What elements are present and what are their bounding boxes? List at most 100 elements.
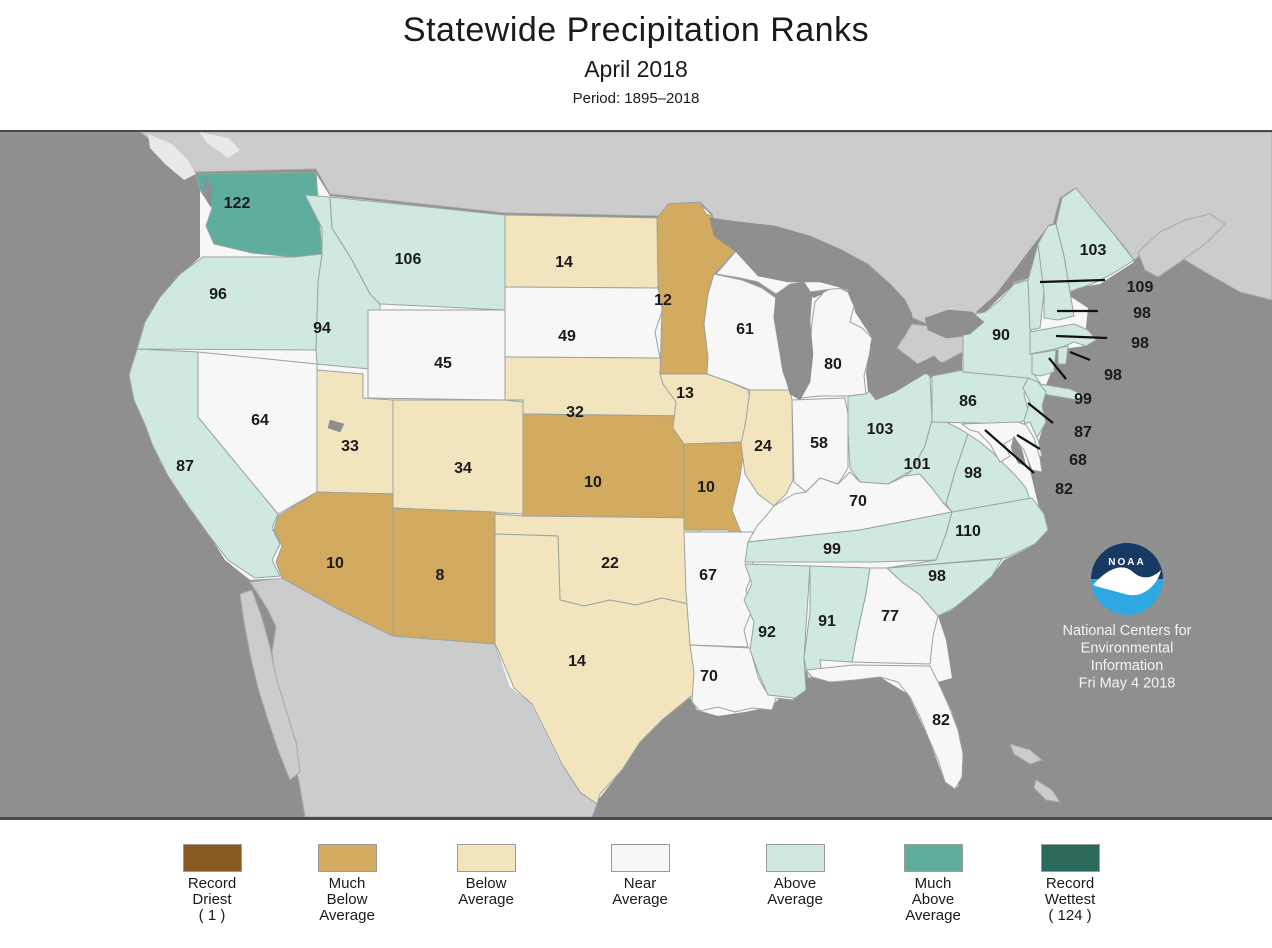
state-rank-label-fl: 82: [932, 712, 950, 729]
state-nh[interactable]: [1037, 223, 1075, 321]
legend-swatch-record_driest: [182, 844, 242, 872]
state-rank-label-ar: 67: [699, 567, 717, 584]
state-fl[interactable]: [805, 664, 964, 790]
water-chesapeake-bay: [1010, 435, 1027, 467]
state-rank-label-ca: 87: [176, 458, 194, 475]
state-rank-label-id: 94: [313, 320, 331, 337]
state-rank-label-or: 96: [209, 286, 227, 303]
state-ct[interactable]: [1031, 349, 1057, 377]
state-il[interactable]: [740, 389, 794, 507]
state-or[interactable]: [136, 253, 323, 351]
state-nc[interactable]: [886, 497, 1049, 569]
state-rank-label-ny: 90: [992, 327, 1010, 344]
state-rank-label-wa: 122: [224, 195, 251, 212]
foreign-land-nova-scotia: [1137, 213, 1226, 278]
state-rank-label-mn: 12: [654, 292, 672, 309]
state-rank-label-de: 68: [1069, 452, 1087, 469]
state-sd[interactable]: [504, 286, 664, 359]
state-rank-label-oh: 103: [867, 421, 894, 438]
state-rank-label-nj: 87: [1074, 424, 1092, 441]
state-ri[interactable]: [1057, 345, 1069, 365]
state-rank-label-wi: 61: [736, 321, 754, 338]
noaa-logo: NOAA: [1091, 543, 1163, 615]
legend-swatch-record_wettest: [1040, 844, 1100, 872]
state-rank-label-mo: 10: [697, 479, 715, 496]
state-pa[interactable]: [931, 369, 1031, 425]
state-rank-label-sc: 98: [928, 568, 946, 585]
legend: Record Driest( 1 ) Much Below Average Below Av…: [0, 820, 1272, 948]
state-rank-label-ga: 77: [881, 608, 899, 625]
state-rank-label-wy: 45: [434, 355, 452, 372]
attribution-line-3: Information: [1091, 658, 1164, 674]
state-rank-label-nh: 98: [1133, 305, 1151, 322]
legend-item-record_driest: Record Driest( 1 ): [150, 844, 274, 924]
state-rank-label-ma: 98: [1131, 335, 1149, 352]
legend-item-much_above: Much Above Average: [871, 844, 995, 924]
ice-patch-2: [200, 132, 240, 158]
state-rank-label-ct: 99: [1074, 391, 1092, 408]
legend-swatch-near: [610, 844, 670, 872]
state-co[interactable]: [392, 399, 524, 515]
water-lake-erie: [867, 355, 943, 401]
state-rank-label-va: 98: [964, 465, 982, 482]
state-rank-label-in: 58: [810, 435, 828, 452]
legend-swatch-much_above: [903, 844, 963, 872]
foreign-land-baja-california: [239, 589, 301, 781]
leader-line-md: [984, 429, 1035, 474]
state-ma[interactable]: [1029, 323, 1097, 355]
state-rank-label-vt: 109: [1127, 279, 1154, 296]
state-rank-label-ut: 33: [341, 438, 359, 455]
attribution-line-1: National Centers for: [1063, 623, 1192, 639]
us-precipitation-map: 122 96 87 64 94 106 45 33 34 10 8 14 49 32 10 22 14 12 13 1…: [0, 130, 1272, 820]
state-sc[interactable]: [885, 558, 1003, 617]
legend-swatch-above: [765, 844, 825, 872]
page-title: Statewide Precipitation Ranks: [402, 11, 870, 49]
state-nv[interactable]: [197, 351, 318, 515]
water-lake-ontario: [924, 309, 985, 339]
state-rank-label-ne: 32: [566, 404, 584, 421]
state-rank-label-ok: 22: [601, 555, 619, 572]
state-rank-label-ia: 13: [676, 385, 694, 402]
foreign-land-bahamas: [1009, 743, 1062, 803]
leader-line-ma: [1055, 334, 1108, 340]
page-subtitle: April 2018: [584, 56, 688, 83]
legend-swatch-below: [456, 844, 516, 872]
ice-patch-1: [148, 134, 196, 180]
state-rank-label-nc: 110: [955, 523, 981, 540]
state-rank-label-ri: 98: [1104, 367, 1122, 384]
state-rank-label-la: 70: [700, 668, 718, 685]
state-rank-label-tn: 99: [823, 541, 841, 558]
state-rank-label-co: 34: [454, 460, 472, 477]
legend-label-record_driest: Record Driest( 1 ): [187, 875, 237, 924]
legend-item-near: Near Average: [578, 844, 702, 908]
attribution-line-4: Fri May 4 2018: [1079, 676, 1176, 692]
state-wa[interactable]: [195, 171, 323, 258]
state-rank-label-mi: 80: [824, 356, 842, 373]
state-rank-label-ms: 92: [758, 624, 776, 641]
state-rank-label-pa: 86: [959, 393, 977, 410]
state-rank-label-ks: 10: [584, 474, 602, 491]
legend-label-above: Above Average: [767, 875, 823, 908]
legend-label-below: Below Average: [458, 875, 514, 908]
legend-item-below: Below Average: [424, 844, 548, 908]
state-ks[interactable]: [522, 413, 701, 519]
legend-swatch-much_below: [317, 844, 377, 872]
legend-item-much_below: Much Below Average: [285, 844, 409, 924]
state-ms[interactable]: [743, 563, 811, 699]
state-wv[interactable]: [903, 397, 969, 505]
noaa-logo-text: NOAA: [1108, 557, 1145, 568]
state-tx[interactable]: [494, 533, 704, 805]
title-block: Statewide Precipitation Ranks April 2018…: [0, 0, 1272, 130]
legend-label-near: Near Average: [612, 875, 668, 908]
state-rank-label-mt: 106: [395, 251, 422, 268]
state-md[interactable]: [960, 421, 1043, 473]
leader-line-ct: [1048, 357, 1067, 380]
state-va[interactable]: [945, 433, 1031, 513]
map-canvas: 122 96 87 64 94 106 45 33 34 10 8 14 49 32 10 22 14 12 13 1…: [0, 132, 1272, 817]
water-lake-huron: [844, 271, 913, 357]
state-rank-label-nm: 8: [436, 567, 445, 584]
state-nd[interactable]: [504, 214, 661, 289]
attribution-line-2: Environmental: [1081, 641, 1174, 657]
state-rank-label-al: 91: [818, 613, 836, 630]
legend-item-above: Above Average: [733, 844, 857, 908]
